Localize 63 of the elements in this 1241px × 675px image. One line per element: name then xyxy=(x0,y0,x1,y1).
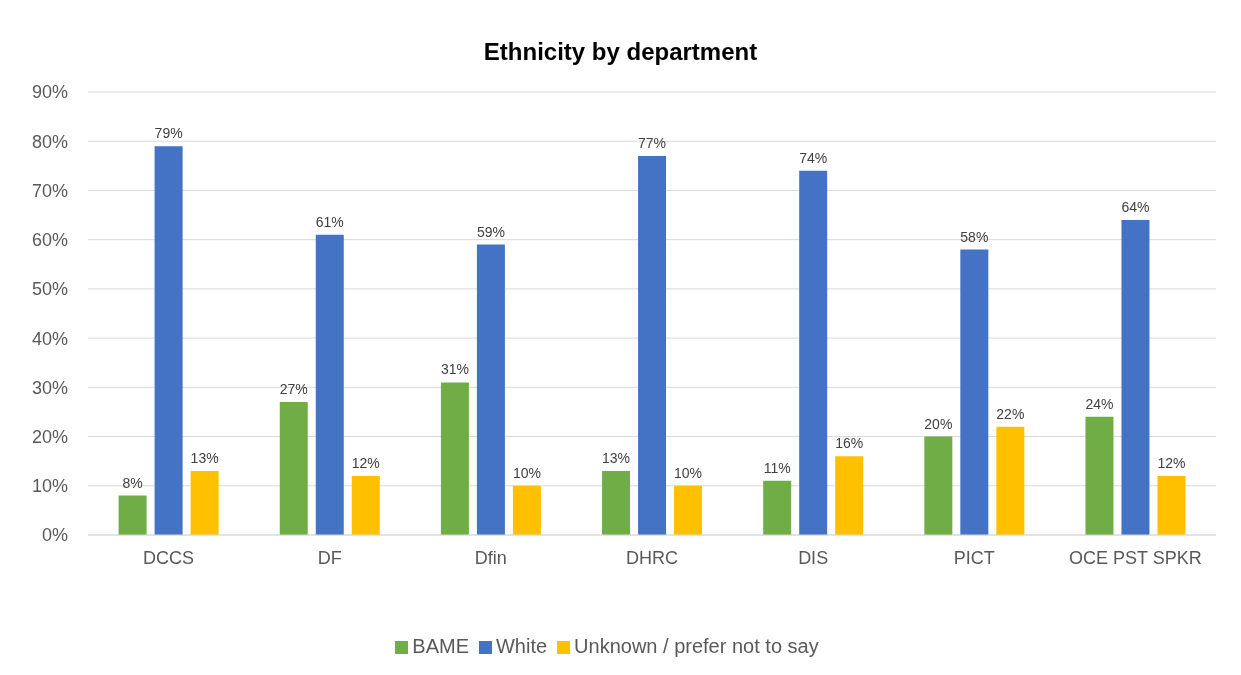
data-label: 10% xyxy=(512,464,541,481)
bar xyxy=(1121,219,1150,535)
legend-label: White xyxy=(495,635,548,657)
bar xyxy=(476,244,505,535)
data-label: 77% xyxy=(638,134,667,151)
bar xyxy=(512,485,541,535)
y-tick-label: 40% xyxy=(31,328,68,349)
chart-title: Ethnicity by department xyxy=(482,38,759,66)
data-label: 22% xyxy=(996,405,1025,422)
bar xyxy=(996,426,1025,535)
legend-label: Unknown / prefer not to say xyxy=(574,635,819,657)
bar xyxy=(279,402,308,535)
data-label: 16% xyxy=(835,435,864,452)
bar xyxy=(674,485,703,535)
bar xyxy=(799,170,828,535)
bar xyxy=(118,495,147,535)
data-label: 27% xyxy=(279,381,308,398)
data-label: 24% xyxy=(1085,395,1114,412)
y-tick-label: 90% xyxy=(31,82,68,103)
data-label: 8% xyxy=(122,474,143,491)
bar xyxy=(835,456,864,535)
bar xyxy=(924,436,953,535)
data-label: 20% xyxy=(924,415,953,432)
bar xyxy=(315,234,344,535)
bar xyxy=(1157,475,1186,535)
data-label: 74% xyxy=(799,149,828,166)
x-tick-label: Dfin xyxy=(474,547,507,568)
y-tick-label: 30% xyxy=(31,377,68,398)
x-tick-label: DIS xyxy=(798,547,829,568)
y-tick-label: 50% xyxy=(31,279,68,300)
x-tick-label: DF xyxy=(317,547,342,568)
data-label: 59% xyxy=(476,223,505,240)
data-label: 13% xyxy=(602,450,631,467)
x-tick-label: DCCS xyxy=(143,547,195,568)
data-label: 79% xyxy=(154,125,183,142)
legend-label: BAME xyxy=(412,635,469,657)
data-label: 61% xyxy=(315,213,344,230)
data-label: 11% xyxy=(763,459,791,476)
bar xyxy=(1085,416,1114,535)
data-label: 31% xyxy=(440,361,469,378)
data-label: 10% xyxy=(674,464,703,481)
data-label: 64% xyxy=(1121,198,1150,215)
x-tick-label: PICT xyxy=(953,547,995,568)
y-tick-label: 80% xyxy=(31,131,68,152)
bar xyxy=(351,475,380,535)
bar xyxy=(602,471,631,535)
bar xyxy=(763,480,792,535)
y-tick-label: 60% xyxy=(31,230,68,251)
data-label: 58% xyxy=(960,228,989,245)
bar xyxy=(638,155,667,535)
x-tick-label: DHRC xyxy=(626,547,678,568)
bar xyxy=(960,249,989,535)
bar xyxy=(190,471,219,535)
data-label: 13% xyxy=(190,450,219,467)
x-tick-label: OCE PST SPKR xyxy=(1069,547,1202,568)
data-label: 12% xyxy=(351,454,380,471)
data-label: 12% xyxy=(1157,454,1186,471)
bar xyxy=(440,382,469,535)
y-tick-label: 70% xyxy=(31,180,68,201)
y-tick-label: 10% xyxy=(31,476,68,497)
y-tick-label: 20% xyxy=(31,426,68,447)
bar xyxy=(154,146,183,535)
y-tick-label: 0% xyxy=(41,525,68,546)
